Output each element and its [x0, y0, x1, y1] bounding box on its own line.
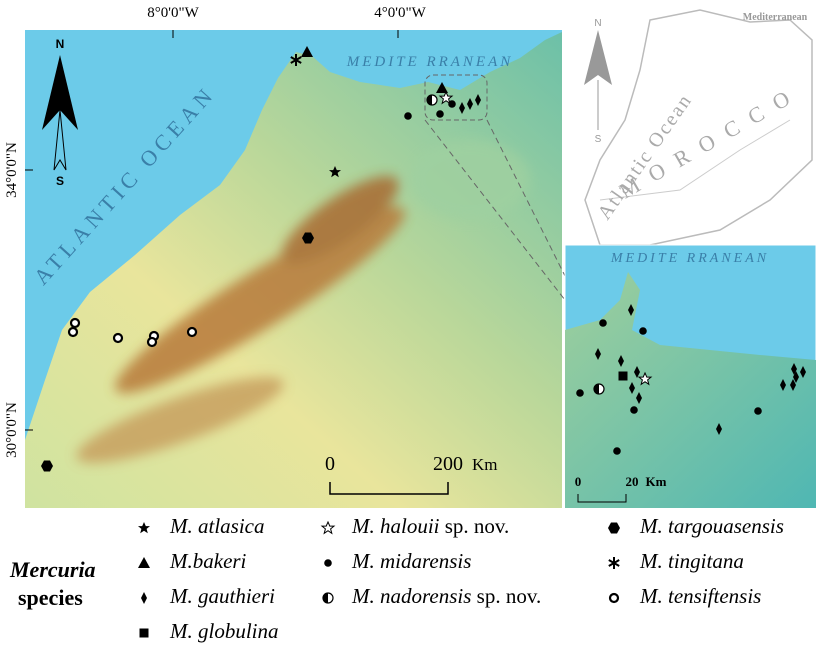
scale-unit: Km	[646, 474, 667, 489]
legend-entry: M. targouasensis	[639, 514, 784, 538]
sea-label: MEDITE RRANEAN	[610, 251, 769, 266]
legend-entry: M. tingitana	[639, 549, 744, 573]
main-map: 8°0'0"W 4°0'0"W 34°0'0"N 30°0'0"N N S AT…	[4, 5, 567, 508]
legend-entry: M. globulina	[169, 619, 279, 643]
north-label: N	[56, 37, 65, 51]
detail-inset: MEDITE RRANEAN 0 20 Km	[565, 245, 816, 508]
legend-entry: M. atlasica	[169, 514, 265, 538]
legend-entry: M. halouii sp. nov.	[351, 514, 509, 538]
species-name: M. halouii	[351, 514, 440, 538]
south-label: S	[56, 174, 64, 188]
legend-entry: M.bakeri	[169, 549, 247, 573]
species-note: sp. nov.	[445, 514, 510, 538]
scale-label: 0	[575, 474, 582, 489]
scale-label: 20	[626, 474, 639, 489]
scale-label: 200	[433, 453, 463, 475]
overview-inset: N S Mediterranean Atlantic Ocean M O R O…	[584, 10, 812, 245]
scale-label: 0	[325, 453, 335, 475]
legend-subtitle: species	[18, 585, 83, 610]
species-note: sp. nov.	[477, 584, 542, 608]
legend-entry: M. tensiftensis	[639, 584, 761, 608]
legend-title: Mercuria	[9, 557, 96, 582]
latitude-label: 34°0'0"N	[4, 142, 20, 198]
south-label: S	[595, 134, 602, 145]
figure: 8°0'0"W 4°0'0"W 34°0'0"N 30°0'0"N N S AT…	[0, 0, 816, 647]
longitude-label: 4°0'0"W	[374, 5, 426, 21]
sea-label: Mediterranean	[743, 12, 808, 23]
species-name: M. nadorensis	[351, 584, 471, 608]
longitude-label: 8°0'0"W	[147, 5, 199, 21]
legend: Mercuria species M. atlasica M.bakeri M.…	[9, 514, 784, 643]
legend-entry: M. nadorensis sp. nov.	[351, 584, 541, 608]
north-label: N	[594, 18, 601, 29]
sea-label: MEDITE RRANEAN	[346, 54, 514, 70]
legend-entry: M. midarensis	[351, 549, 471, 573]
latitude-label: 30°0'0"N	[4, 402, 20, 458]
legend-entry: M. gauthieri	[169, 584, 275, 608]
scale-unit: Km	[472, 455, 498, 474]
